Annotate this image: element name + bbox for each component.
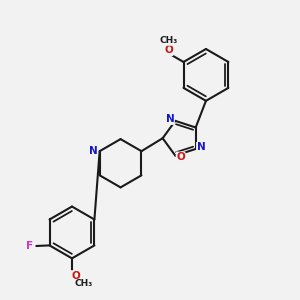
- Text: N: N: [196, 142, 206, 152]
- Text: CH₃: CH₃: [159, 36, 178, 45]
- Text: O: O: [71, 271, 80, 281]
- Text: N: N: [89, 146, 98, 156]
- Text: O: O: [164, 46, 173, 56]
- Text: O: O: [176, 152, 185, 162]
- Text: N: N: [166, 114, 174, 124]
- Text: F: F: [26, 241, 33, 251]
- Text: CH₃: CH₃: [74, 280, 92, 289]
